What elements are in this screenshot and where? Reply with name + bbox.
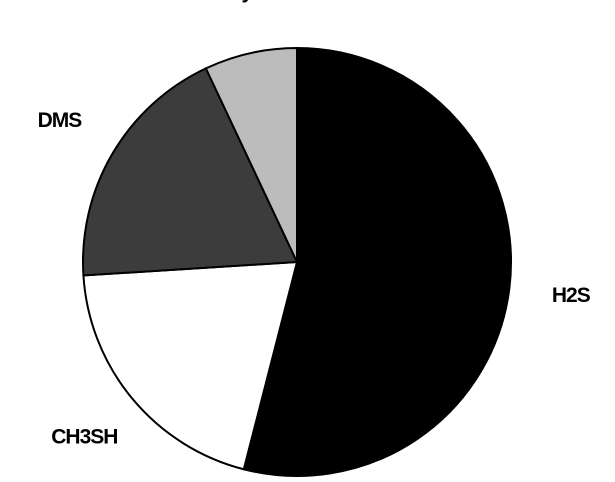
slice-label: Aldéhydes <box>188 0 286 3</box>
pie-slice <box>204 46 298 263</box>
pie-slice <box>82 67 299 277</box>
pie-slice <box>82 260 299 471</box>
pie-slice <box>242 46 512 477</box>
slice-label: H2S <box>552 284 591 307</box>
slice-label: DMS <box>38 109 83 132</box>
slice-label: CH3SH <box>51 425 117 448</box>
